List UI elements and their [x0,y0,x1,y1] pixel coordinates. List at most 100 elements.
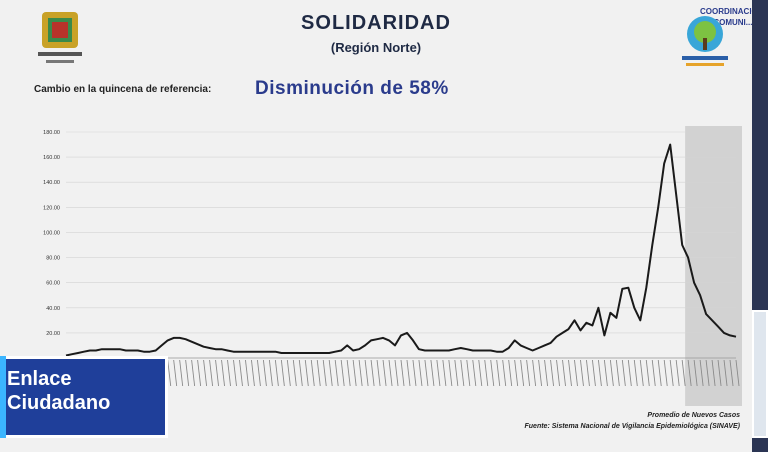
x-tick-mark [304,359,309,387]
x-tick-mark [603,359,608,387]
cases-line-chart: 0.0020.0040.0060.0080.00100.00120.00140.… [43,126,742,406]
x-tick-mark [436,359,441,387]
x-tick-mark [400,359,405,387]
x-tick-mark [502,359,507,387]
change-label: Cambio en la quincena de referencia: [34,84,212,95]
x-tick-mark [621,359,626,387]
page-title: SOLIDARIDAD [301,12,451,34]
x-tick-mark [262,359,267,387]
x-tick-mark [585,359,590,387]
x-tick-mark [334,359,339,387]
x-tick-mark [562,359,566,387]
x-tick-mark [173,359,178,387]
page-subtitle: (Región Norte) [330,40,422,55]
y-tick-label: 100.00 [43,230,60,236]
x-tick-mark [376,359,381,387]
x-tick-mark [651,359,656,387]
x-tick-mark [203,359,208,387]
source-note: Fuente: Sistema Nacional de Vigilancia E… [524,423,741,430]
x-tick-mark [639,359,644,387]
badge-line-2: Ciudadano [7,392,111,414]
x-tick-mark [699,359,704,387]
camera-preview [752,310,768,438]
x-tick-mark [328,359,333,387]
x-tick-mark [574,359,578,387]
x-tick-mark [723,359,728,387]
x-tick-mark [322,359,327,387]
x-tick-mark [717,359,722,387]
x-tick-mark [675,359,680,387]
x-tick-mark [705,359,710,387]
x-tick-mark [496,359,501,387]
enlace-ciudadano-badge: Enlace Ciudadano [0,356,168,438]
series-note: Promedio de Nuevos Casos [647,412,740,419]
x-tick-mark [508,359,513,387]
y-tick-label: 20.00 [46,331,60,337]
x-tick-mark [191,359,196,387]
x-tick-mark [520,359,525,387]
x-tick-mark [340,359,345,387]
x-tick-mark [729,359,734,387]
y-tick-label: 40.00 [46,306,60,312]
x-tick-mark [352,359,357,387]
x-tick-mark [687,359,692,387]
x-tick-mark [693,359,698,387]
x-tick-mark [591,359,596,387]
x-tick-mark [406,359,411,387]
y-tick-label: 80.00 [46,256,60,262]
x-tick-mark [526,359,531,387]
x-tick-mark [711,359,716,387]
x-tick-mark [227,359,231,387]
x-tick-mark [185,359,190,387]
x-tick-mark [627,359,632,387]
y-tick-label: 140.00 [43,180,60,186]
x-tick-mark [292,359,297,387]
badge-line-1: Enlace [7,368,72,390]
x-tick-mark [245,359,249,387]
x-tick-mark [472,359,477,387]
x-tick-mark [298,359,303,387]
x-tick-mark [466,359,471,387]
x-tick-mark [316,359,321,387]
x-tick-mark [418,359,423,387]
x-tick-mark [364,359,369,387]
x-tick-mark [215,359,220,387]
x-tick-mark [597,359,602,387]
x-tick-mark [657,359,662,387]
change-value: Disminución de 58% [255,78,449,99]
x-tick-mark [448,359,453,387]
x-tick-mark [286,359,291,387]
chart-notes: Promedio de Nuevos Casos Fuente: Sistema… [525,410,741,432]
x-tick-mark [442,359,447,387]
x-tick-mark [394,359,399,387]
x-tick-mark [663,359,668,387]
x-tick-mark [280,359,285,387]
x-tick-mark [615,359,620,387]
municipal-tree-logo-icon [682,16,728,66]
x-tick-mark [233,359,237,387]
x-tick-mark [388,359,393,387]
x-tick-mark [382,359,387,387]
x-tick-mark [250,359,255,387]
x-tick-mark [221,359,225,387]
x-tick-mark [478,359,483,387]
corner-text: COORDINACIÓN DE COMUNI... [700,7,764,27]
x-tick-mark [274,359,279,387]
x-tick-mark [514,359,519,387]
y-tick-label: 160.00 [43,155,60,161]
x-tick-mark [358,359,363,387]
x-tick-mark [424,359,429,387]
x-tick-mark [430,359,435,387]
x-tick-mark [197,359,202,387]
x-tick-mark [209,359,214,387]
y-tick-label: 180.00 [43,130,60,136]
x-tick-mark [268,359,273,387]
x-tick-mark [256,359,261,387]
x-tick-mark [346,359,351,387]
x-tick-mark [239,359,243,387]
x-tick-mark [568,359,572,387]
highlight-band [685,126,742,406]
y-tick-label: 60.00 [46,281,60,287]
x-tick-mark [538,359,543,387]
badge-accent-bar [0,356,6,438]
